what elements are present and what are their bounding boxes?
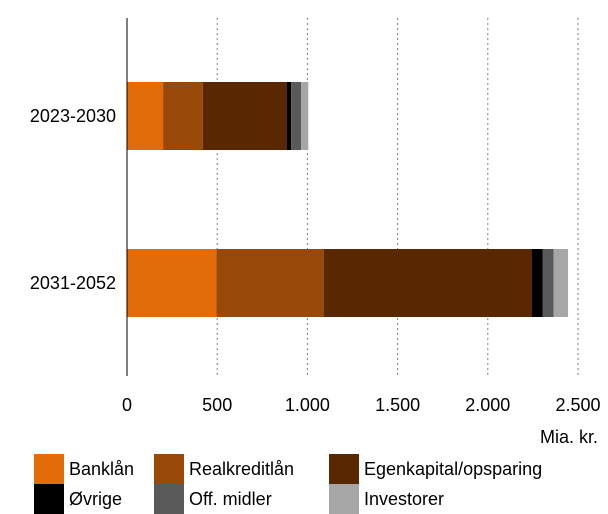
bar-segment: [127, 249, 217, 317]
x-tick-label: 1.000: [285, 395, 330, 415]
x-tick-label: 500: [202, 395, 232, 415]
legend-swatch: [329, 454, 359, 484]
legend-label: Øvrige: [69, 489, 123, 509]
bar-segment: [202, 82, 287, 150]
legend-item-off-midler: Off. midler: [154, 484, 272, 514]
legend-swatch: [34, 484, 64, 514]
bar-segment: [286, 82, 292, 150]
legend-item-investorer: Investorer: [329, 484, 444, 514]
bar-segment: [291, 82, 302, 150]
legend-label: Realkreditlån: [189, 459, 295, 479]
x-tick-label: 1.500: [375, 395, 420, 415]
legend-label: Investorer: [364, 489, 445, 509]
bar-segment: [542, 249, 554, 317]
legend-item-egenkapital: Egenkapital/opsparing: [329, 454, 542, 484]
x-tick-labels: 0 500 1.000 1.500 2.000 2.500: [122, 395, 601, 415]
category-label: 2023-2030: [30, 106, 116, 126]
legend-item-realkreditlan: Realkreditlån: [154, 454, 294, 484]
legend-swatch: [329, 484, 359, 514]
legend-item-ovrige: Øvrige: [34, 484, 122, 514]
bar-segment: [323, 249, 532, 317]
x-tick-label: 2.000: [465, 395, 510, 415]
legend-swatch: [34, 454, 64, 484]
bar-segment: [531, 249, 543, 317]
legend-label: Egenkapital/opsparing: [364, 459, 543, 479]
x-tick-label: 0: [122, 395, 132, 415]
stacked-bar-chart: 2023-2030 2031-2052 0 500 1.000 1.500 2.000 2.…: [30, 18, 601, 447]
x-axis-unit-label: Mia. kr.: [540, 427, 598, 447]
x-tick-label: 2.500: [555, 395, 600, 415]
legend-label: Off. midler: [189, 489, 272, 509]
category-label: 2031-2052: [30, 273, 116, 293]
category-labels: 2023-2030 2031-2052: [30, 106, 116, 293]
bars: [127, 82, 569, 317]
bar-segment: [163, 82, 203, 150]
bar-segment: [216, 249, 324, 317]
gridlines: [216, 18, 579, 376]
bar-segment: [127, 82, 164, 150]
legend-label: Banklån: [69, 459, 135, 479]
legend-swatch: [154, 454, 184, 484]
legend-item-banklan: Banklån: [34, 454, 134, 484]
legend-swatch: [154, 484, 184, 514]
bar-segment: [301, 82, 309, 150]
bar-segment: [553, 249, 569, 317]
